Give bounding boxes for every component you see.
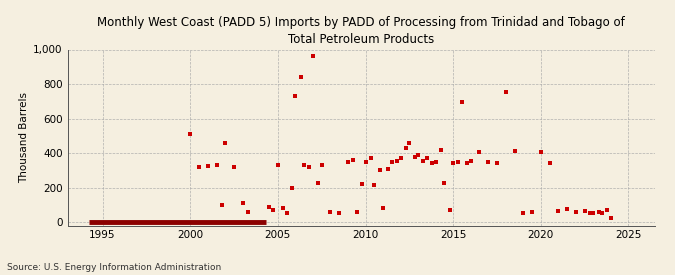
Point — [281, 210, 292, 215]
Point — [383, 167, 394, 172]
Point — [392, 159, 402, 163]
Point — [588, 211, 599, 216]
Point — [304, 165, 315, 169]
Point — [325, 210, 336, 214]
Point — [348, 158, 358, 162]
Point — [444, 208, 455, 212]
Point — [365, 156, 376, 160]
Point — [562, 207, 572, 211]
Point — [194, 165, 205, 169]
Point — [220, 141, 231, 145]
Point — [267, 208, 278, 212]
Point — [526, 210, 537, 214]
Text: Source: U.S. Energy Information Administration: Source: U.S. Energy Information Administ… — [7, 263, 221, 272]
Point — [313, 181, 323, 185]
Point — [605, 216, 616, 220]
Point — [465, 159, 476, 163]
Point — [553, 209, 564, 213]
Point — [462, 160, 472, 165]
Point — [374, 168, 385, 172]
Point — [308, 54, 319, 59]
Point — [570, 210, 581, 214]
Point — [509, 149, 520, 153]
Point — [491, 161, 502, 166]
Point — [579, 209, 590, 213]
Point — [593, 210, 604, 214]
Point — [343, 160, 354, 164]
Point — [217, 203, 227, 207]
Point — [369, 183, 379, 187]
Point — [602, 208, 613, 212]
Point — [453, 160, 464, 164]
Point — [544, 160, 555, 165]
Point — [185, 132, 196, 136]
Point — [412, 153, 423, 157]
Point — [439, 181, 450, 185]
Point — [242, 210, 253, 214]
Point — [229, 165, 240, 169]
Point — [585, 211, 595, 216]
Point — [435, 147, 446, 152]
Point — [427, 161, 437, 166]
Point — [535, 150, 546, 154]
Point — [360, 160, 371, 164]
Point — [421, 156, 432, 160]
Point — [211, 163, 222, 167]
Point — [317, 163, 327, 167]
Point — [295, 75, 306, 79]
Point — [448, 160, 458, 165]
Point — [290, 94, 301, 98]
Title: Monthly West Coast (PADD 5) Imports by PADD of Processing from Trinidad and Toba: Monthly West Coast (PADD 5) Imports by P… — [97, 16, 625, 46]
Point — [299, 163, 310, 167]
Point — [597, 210, 608, 215]
Point — [409, 155, 420, 160]
Point — [386, 160, 397, 164]
Point — [273, 163, 284, 167]
Point — [334, 211, 345, 216]
Point — [202, 164, 213, 168]
Point — [264, 204, 275, 209]
Point — [430, 160, 441, 164]
Point — [474, 150, 485, 154]
Point — [395, 156, 406, 160]
Point — [483, 160, 493, 164]
Point — [238, 201, 248, 205]
Point — [377, 206, 388, 210]
Point — [356, 182, 367, 186]
Point — [277, 206, 288, 210]
Point — [518, 210, 529, 215]
Point — [352, 210, 362, 214]
Point — [286, 185, 297, 190]
Point — [400, 146, 411, 150]
Point — [456, 100, 467, 104]
Point — [500, 90, 511, 94]
Point — [418, 159, 429, 163]
Point — [404, 141, 414, 145]
Y-axis label: Thousand Barrels: Thousand Barrels — [19, 92, 29, 183]
